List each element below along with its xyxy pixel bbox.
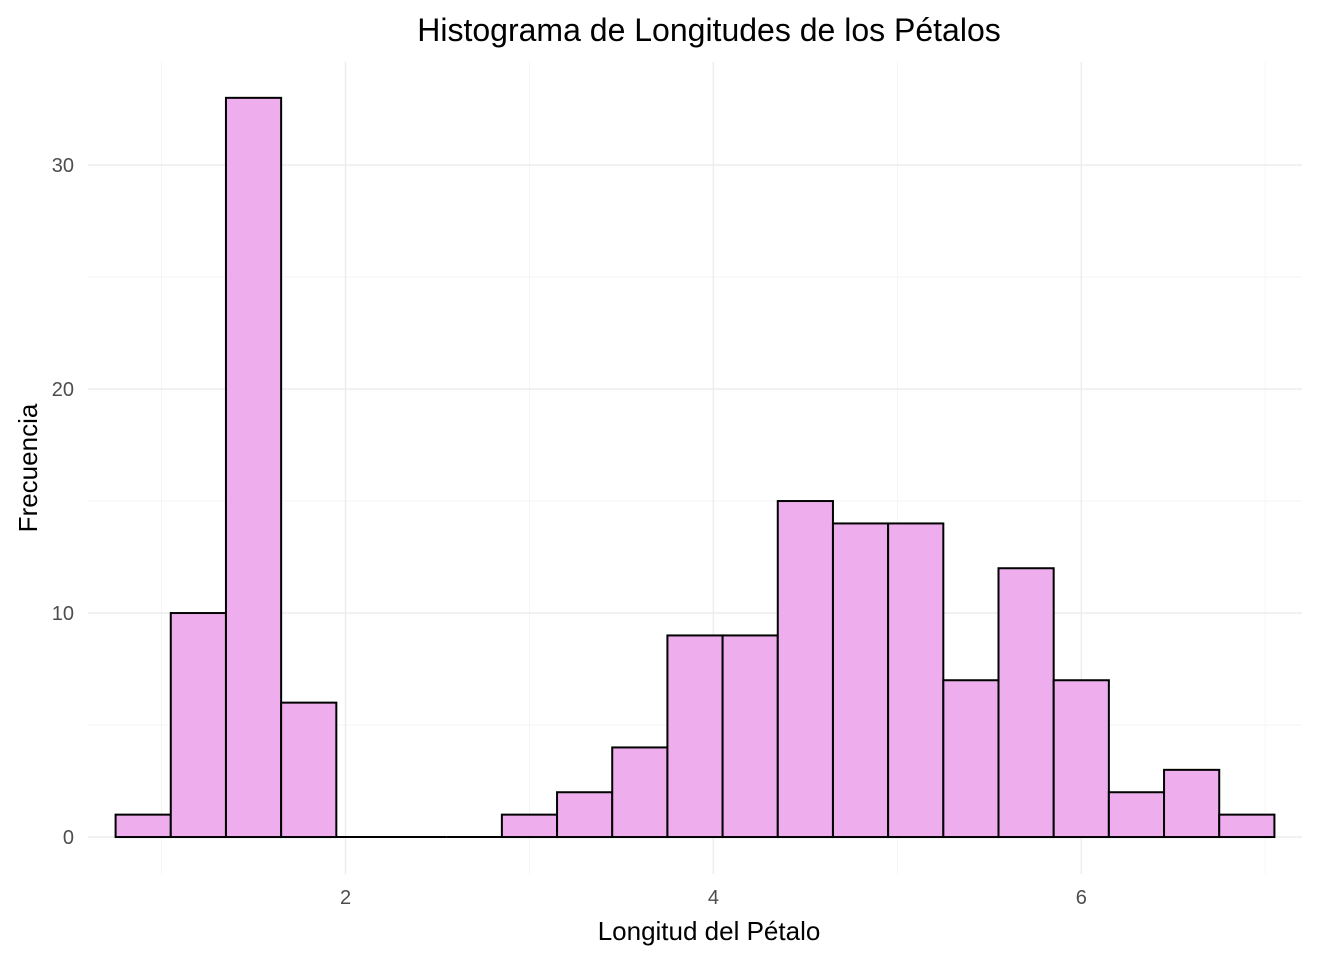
tick-labels: 2 4 6 0 10 20 30 [52,155,1087,909]
histogram-bar [280,701,338,839]
histogram-bar [776,500,834,839]
histogram-bar [1163,768,1221,839]
histogram-bar [666,634,724,839]
x-tick-label: 2 [340,887,351,909]
x-tick-label: 4 [708,887,719,909]
x-tick-label: 6 [1076,887,1087,909]
y-tick-label: 0 [63,827,74,849]
histogram-bars [114,96,1276,839]
histogram-bar [556,791,614,839]
histogram-bar [887,522,945,839]
chart-title: Histograma de Longitudes de los Pétalos [417,12,1000,48]
histogram-bar [1218,813,1276,839]
histogram-bar [942,679,1000,839]
histogram-bar [224,96,283,839]
y-axis-title: Frecuencia [13,403,43,532]
y-tick-label: 20 [52,379,74,401]
histogram-bar [169,612,227,839]
histogram-bar [500,813,559,839]
y-tick-label: 30 [52,155,74,177]
histogram-bar [114,813,172,839]
x-axis-title: Longitud del Pétalo [598,916,821,946]
histogram-bar [1052,679,1110,839]
histogram-bar [831,522,890,839]
histogram-bar [611,746,669,839]
y-tick-label: 10 [52,603,74,625]
histogram-bar [721,634,779,839]
histogram-bar [1107,791,1166,839]
histogram-bar [997,567,1055,839]
